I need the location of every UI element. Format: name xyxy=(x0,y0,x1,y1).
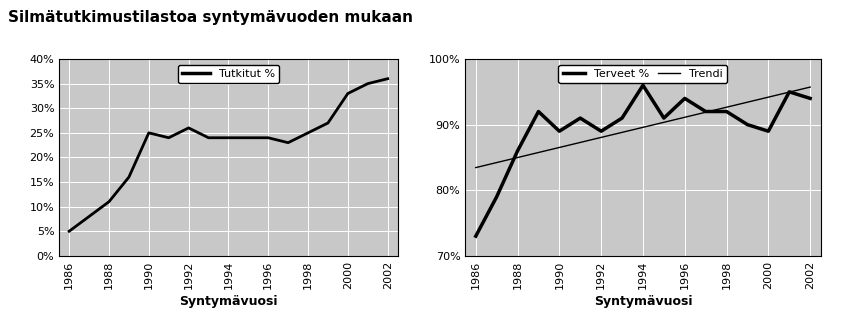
X-axis label: Syntymävuosi: Syntymävuosi xyxy=(179,295,277,308)
Text: Silmätutkimustilastoa syntymävuoden mukaan: Silmätutkimustilastoa syntymävuoden muka… xyxy=(8,10,414,25)
Legend: Terveet %, Trendi: Terveet %, Trendi xyxy=(558,65,728,84)
X-axis label: Syntymävuosi: Syntymävuosi xyxy=(594,295,692,308)
Legend: Tutkitut %: Tutkitut % xyxy=(178,65,279,84)
